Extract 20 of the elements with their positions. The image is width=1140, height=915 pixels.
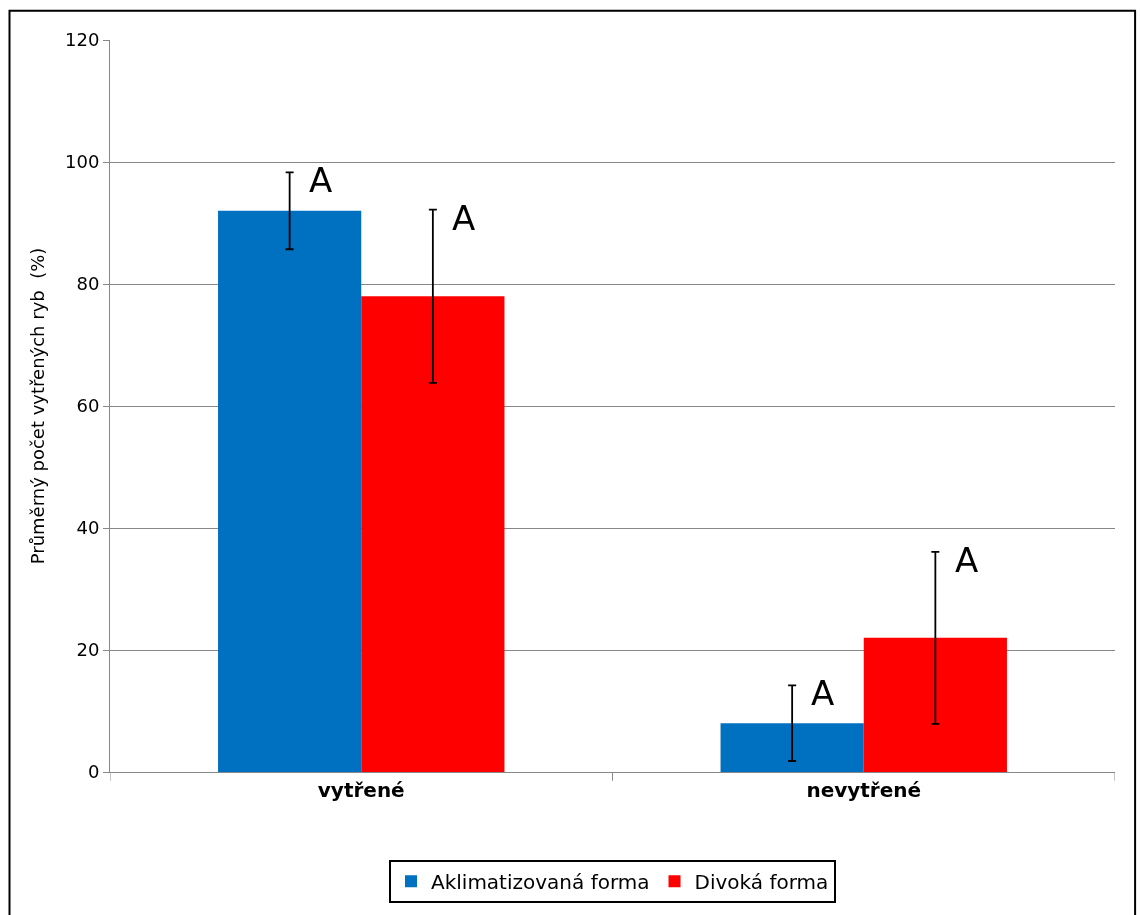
legend-label: Divoká forma: [694, 870, 829, 895]
y-tick-label: 40: [76, 517, 100, 539]
y-tick-label: 20: [76, 639, 100, 661]
y-axis-title: Průměrný počet vytřených ryb (%): [27, 247, 49, 565]
y-tick-label: 120: [65, 29, 100, 51]
x-tick-label: nevytřené: [806, 778, 922, 802]
y-tick-label: 100: [65, 151, 100, 173]
annotation: A: [811, 673, 835, 713]
bar: [863, 637, 1007, 772]
annotation: A: [309, 160, 333, 200]
bar: [361, 296, 505, 772]
y-tick-label: 60: [76, 395, 100, 417]
legend-label: Aklimatizovaná forma: [431, 870, 650, 895]
annotation: A: [955, 540, 979, 580]
y-tick-label: 80: [76, 273, 100, 295]
x-tick-label: vytřené: [317, 778, 405, 802]
annotation: A: [452, 198, 476, 238]
bar: [720, 723, 864, 772]
y-tick-label: 0: [87, 761, 100, 783]
bar: [218, 210, 362, 772]
